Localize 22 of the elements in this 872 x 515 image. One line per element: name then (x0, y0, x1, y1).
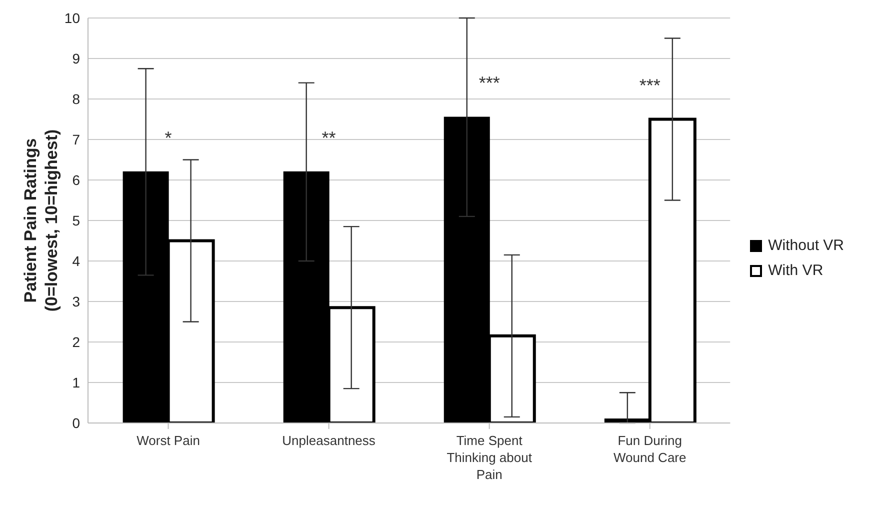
y-tick-label: 7 (72, 131, 80, 148)
annotation: ** (322, 128, 336, 148)
annotation: *** (639, 75, 660, 96)
annotation: *** (478, 73, 500, 94)
legend-label: With VR (768, 262, 824, 279)
y-tick-label: 9 (72, 50, 80, 66)
y-axis-title: Patient Pain Ratings (0=lowest, 10=highest) (21, 129, 61, 312)
x-tick-label: Fun During Wound Care (614, 433, 686, 465)
y-tick-label: 10 (64, 10, 80, 26)
y-tick-label: 8 (72, 90, 80, 107)
y-tick-label: 5 (72, 212, 80, 228)
y-tick-label: 0 (72, 414, 80, 431)
legend-label: Without VR (768, 237, 844, 254)
y-tick-label: 1 (72, 374, 80, 390)
x-tick-label: Time Spent Thinking about Pain (446, 433, 532, 482)
annotation: * (164, 128, 172, 148)
x-tick-label: Worst Pain (136, 433, 200, 448)
y-tick-label: 4 (72, 252, 80, 269)
y-tick-label: 2 (72, 334, 80, 350)
y-tick-label: 6 (72, 172, 80, 188)
y-tick-label: 3 (72, 293, 80, 310)
x-tick-label: Unpleasantness (282, 433, 376, 448)
